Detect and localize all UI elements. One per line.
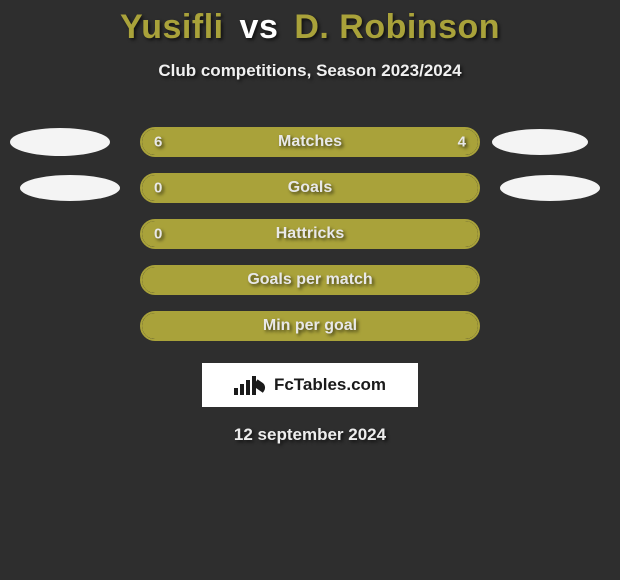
player1-value: 0 — [154, 226, 162, 243]
player2-ellipse — [500, 175, 600, 201]
stat-row: Goals0 — [0, 165, 620, 211]
player2-ellipse — [492, 129, 588, 155]
fctables-badge[interactable]: FcTables.com — [202, 363, 418, 407]
player1-ellipse — [20, 175, 120, 201]
stat-bar: Goals0 — [140, 173, 480, 203]
player1-value: 0 — [154, 180, 162, 197]
player2-value: 4 — [458, 134, 466, 151]
stat-row: Hattricks0 — [0, 211, 620, 257]
stat-bar: Matches64 — [140, 127, 480, 157]
stat-row: Matches64 — [0, 119, 620, 165]
player2-name: D. Robinson — [294, 8, 500, 46]
fctables-logo-icon — [234, 376, 268, 395]
vs-label: vs — [240, 8, 279, 46]
stat-bar: Goals per match — [140, 265, 480, 295]
player1-name: Yusifli — [120, 8, 224, 46]
comparison-rows: Matches64Goals0Hattricks0Goals per match… — [0, 119, 620, 349]
season-subtitle: Club competitions, Season 2023/2024 — [0, 61, 620, 81]
fctables-badge-text: FcTables.com — [274, 375, 386, 395]
player1-value: 6 — [154, 134, 162, 151]
date-label: 12 september 2024 — [0, 425, 620, 445]
player1-ellipse — [10, 128, 110, 156]
stat-bar: Min per goal — [140, 311, 480, 341]
stat-row: Min per goal — [0, 303, 620, 349]
stat-bar: Hattricks0 — [140, 219, 480, 249]
comparison-title: Yusifli vs D. Robinson — [0, 0, 620, 47]
stat-row: Goals per match — [0, 257, 620, 303]
